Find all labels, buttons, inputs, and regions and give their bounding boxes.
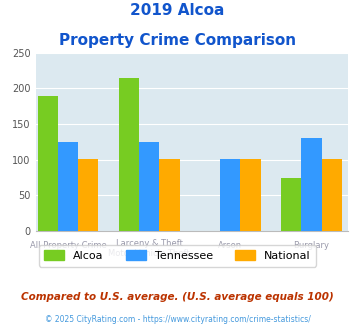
Text: Motor Vehicle Theft: Motor Vehicle Theft: [108, 249, 190, 258]
Bar: [139, 142, 159, 231]
Text: All Property Crime: All Property Crime: [29, 241, 106, 250]
Text: Arson: Arson: [218, 241, 242, 250]
Bar: [119, 78, 139, 231]
Text: Compared to U.S. average. (U.S. average equals 100): Compared to U.S. average. (U.S. average …: [21, 292, 334, 302]
Text: Property Crime Comparison: Property Crime Comparison: [59, 33, 296, 48]
Text: Larceny & Theft: Larceny & Theft: [116, 239, 182, 248]
Bar: [159, 159, 180, 231]
Legend: Alcoa, Tennessee, National: Alcoa, Tennessee, National: [39, 245, 316, 267]
Bar: [301, 138, 322, 231]
Text: Burglary: Burglary: [293, 241, 329, 250]
Text: © 2025 CityRating.com - https://www.cityrating.com/crime-statistics/: © 2025 CityRating.com - https://www.city…: [45, 315, 310, 324]
Bar: [58, 142, 78, 231]
Bar: [240, 159, 261, 231]
Text: 2019 Alcoa: 2019 Alcoa: [130, 3, 225, 18]
Bar: [220, 159, 240, 231]
Bar: [281, 178, 301, 231]
Bar: [322, 159, 342, 231]
Bar: [78, 159, 98, 231]
Bar: [38, 96, 58, 231]
